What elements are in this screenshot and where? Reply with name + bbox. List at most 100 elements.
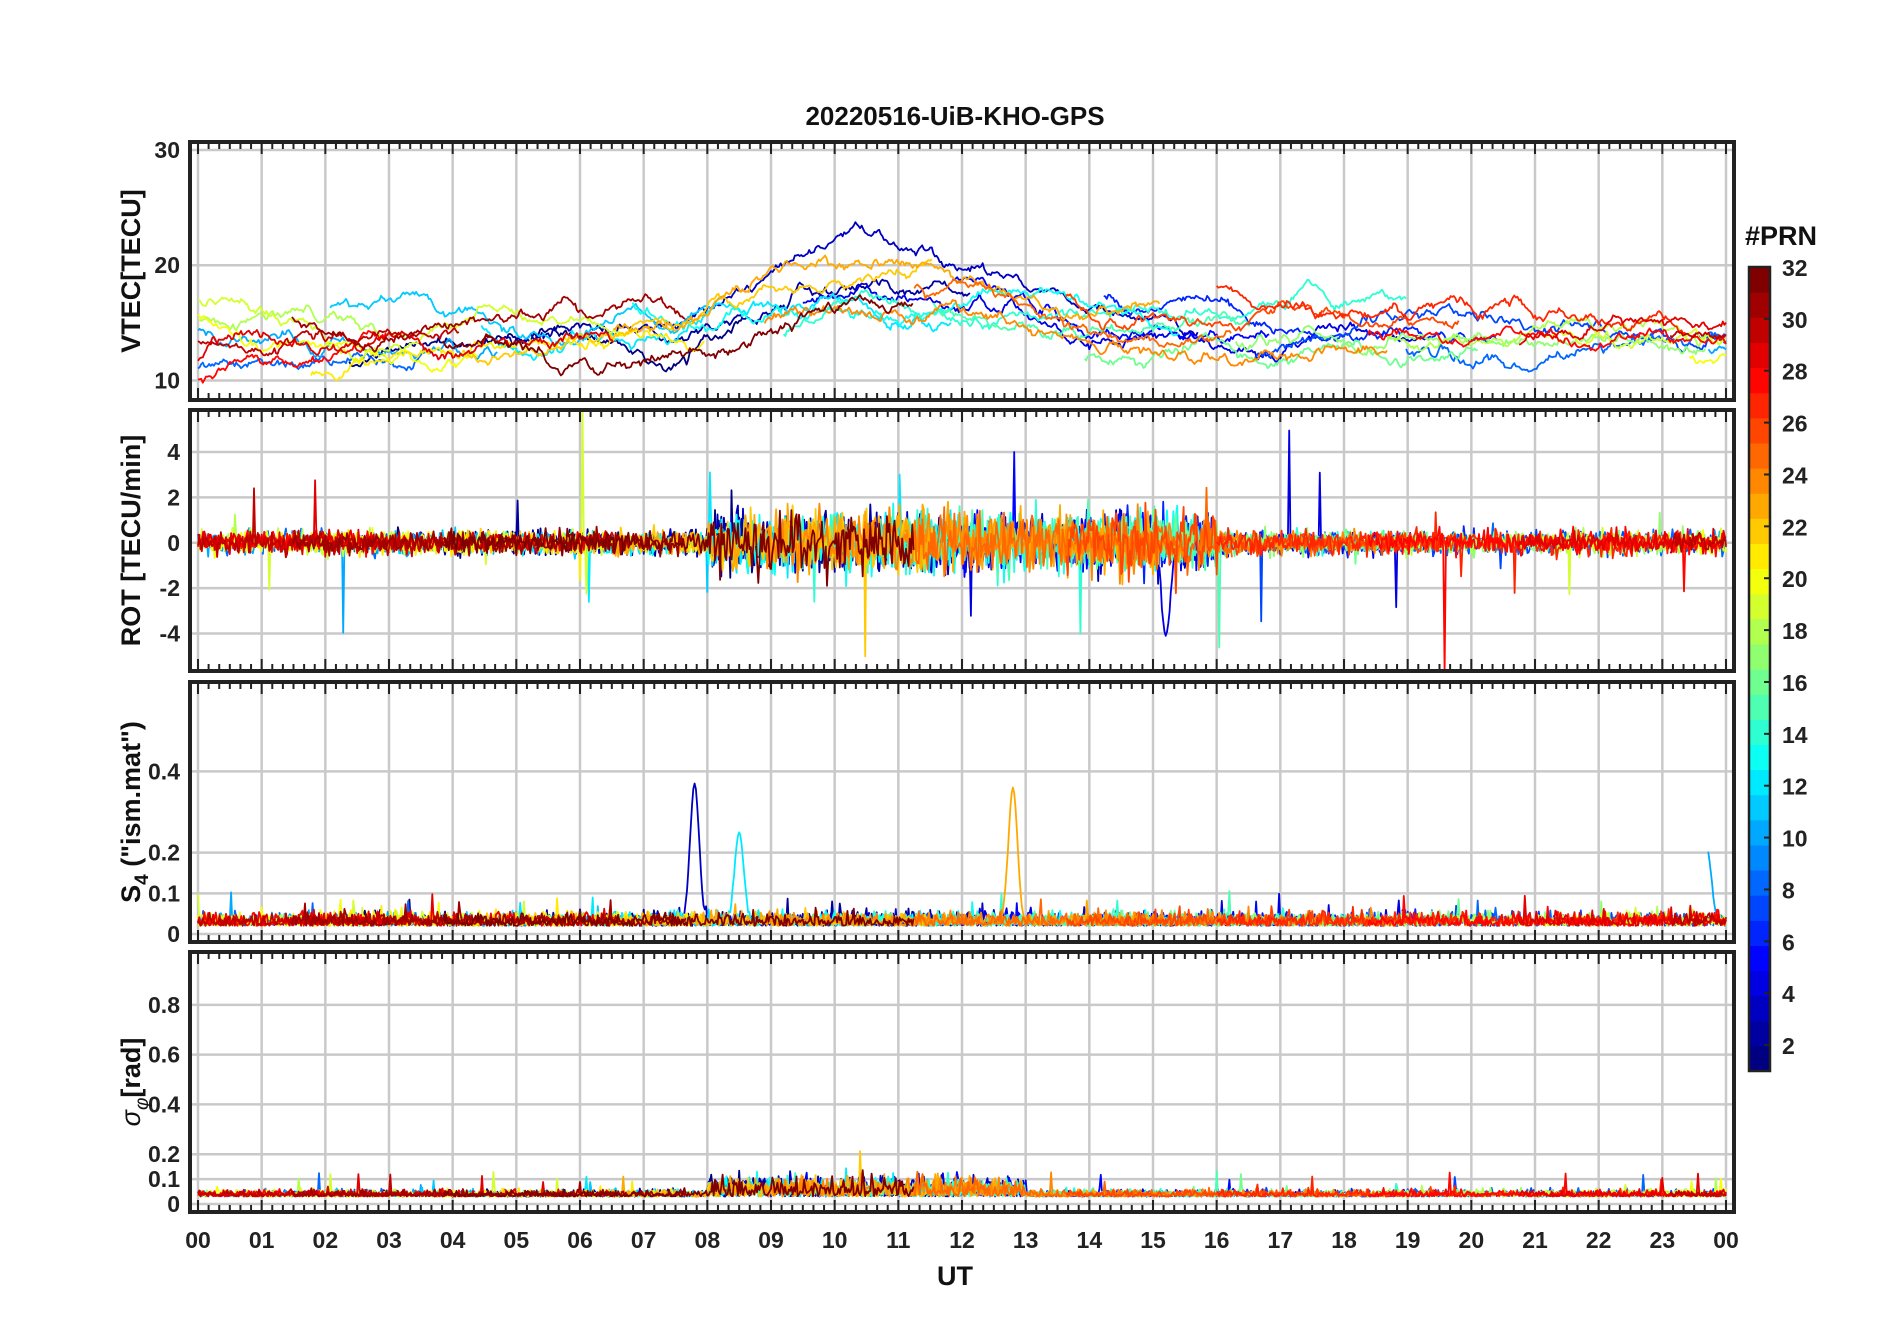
x-tick-label: 00 bbox=[185, 1227, 211, 1253]
colorbar-segment bbox=[1749, 769, 1770, 796]
colorbar-segment bbox=[1749, 518, 1770, 544]
x-tick-label: 17 bbox=[1268, 1227, 1294, 1253]
minor-ticks-s4 bbox=[197, 682, 1727, 942]
colorbar-segment bbox=[1749, 669, 1770, 695]
colorbar-tick-label: 4 bbox=[1782, 981, 1795, 1007]
traces-sigma bbox=[197, 1150, 1727, 1198]
colorbar-segment bbox=[1749, 1045, 1770, 1072]
x-tick-label: 06 bbox=[567, 1227, 593, 1253]
colorbar-segment bbox=[1749, 317, 1770, 343]
series-line-prn-14 bbox=[782, 278, 1407, 337]
x-tick-label: 10 bbox=[822, 1227, 848, 1253]
colorbar-tick-label: 32 bbox=[1782, 255, 1808, 281]
colorbar-segment bbox=[1749, 292, 1770, 318]
x-tick-label: 16 bbox=[1204, 1227, 1230, 1253]
panel-vtec: 10 20 30 VTEC[TECU] bbox=[116, 137, 1736, 402]
series-line-prn-18 bbox=[197, 304, 406, 341]
y-tick-label: 0 bbox=[167, 921, 180, 947]
series-line-prn-30 bbox=[1669, 911, 1727, 927]
x-tick-label: 08 bbox=[695, 1227, 721, 1253]
series-line-prn-19 bbox=[1537, 328, 1727, 350]
x-tick-label: 04 bbox=[440, 1227, 466, 1253]
colorbar-segment bbox=[1749, 1020, 1770, 1047]
colorbar-tick-label: 24 bbox=[1782, 462, 1808, 488]
colorbar-segment bbox=[1749, 844, 1770, 871]
traces-rot bbox=[197, 410, 1727, 671]
series-line-prn-25 bbox=[913, 279, 1232, 348]
series-line-prn-30 bbox=[197, 911, 460, 927]
x-tick-label: 03 bbox=[376, 1227, 402, 1253]
y-tick-label: 0.1 bbox=[148, 1166, 180, 1192]
colorbar-tick-label: 30 bbox=[1782, 307, 1808, 333]
colorbar-segment bbox=[1749, 392, 1770, 419]
series-line-prn-30 bbox=[1669, 531, 1727, 554]
colorbar-tick-label: 16 bbox=[1782, 670, 1808, 696]
colorbar-tick-label: 8 bbox=[1782, 877, 1795, 903]
y-tick-label: 0.4 bbox=[148, 1091, 180, 1117]
colorbar-tick-label: 20 bbox=[1782, 566, 1808, 592]
colorbar-segment bbox=[1749, 643, 1770, 670]
colorbar-segment bbox=[1749, 267, 1770, 293]
panel-rot: -4 -2 0 2 4 ROT [TECU/min] bbox=[116, 408, 1736, 673]
colorbar-label: #PRN bbox=[1745, 221, 1817, 251]
x-tick-label: 02 bbox=[313, 1227, 339, 1253]
x-tick-label: 19 bbox=[1395, 1227, 1421, 1253]
y-tick-label: -2 bbox=[160, 575, 180, 601]
colorbar-tick-label: 26 bbox=[1782, 411, 1808, 437]
series-line-prn-23 bbox=[612, 254, 1161, 333]
minor-ticks-sigma bbox=[197, 952, 1727, 1212]
x-tick-label: 12 bbox=[949, 1227, 975, 1253]
colorbar-segment bbox=[1749, 342, 1770, 369]
series-line-prn-32 bbox=[442, 906, 915, 927]
colorbar-segment bbox=[1749, 618, 1770, 645]
y-tick-label: 0.2 bbox=[148, 1141, 180, 1167]
panel-sigma: 00.10.2 0.4 0.6 0.8 σφ[rad] 00 01 02 03 04 05 06 07 0… bbox=[116, 950, 1739, 1253]
series-line-prn-30 bbox=[1669, 1189, 1727, 1198]
colorbar-segment bbox=[1749, 367, 1770, 394]
x-tick-label: 15 bbox=[1140, 1227, 1166, 1253]
x-tick-label: 05 bbox=[504, 1227, 530, 1253]
y-axis-label-vtec: VTEC[TECU] bbox=[116, 189, 146, 353]
x-tick-label: 07 bbox=[631, 1227, 657, 1253]
series-line-prn-29 bbox=[1518, 314, 1727, 346]
series-line-prn-18 bbox=[1386, 316, 1727, 352]
series-line-prn-12 bbox=[480, 292, 952, 361]
colorbar-segment bbox=[1749, 468, 1770, 494]
series-line-prn-32 bbox=[443, 509, 915, 587]
series-line-prn-28 bbox=[1367, 525, 1727, 671]
x-axis-label: UT bbox=[937, 1261, 973, 1291]
y-axis-label-sigma: σφ[rad] bbox=[116, 1038, 153, 1127]
series-line-prn-22 bbox=[461, 258, 933, 366]
y-tick-label: 0 bbox=[167, 530, 180, 556]
series-line-prn-24 bbox=[763, 299, 1388, 367]
colorbar-segment bbox=[1749, 995, 1770, 1022]
series-line-prn-28 bbox=[1367, 895, 1727, 927]
colorbar-segment bbox=[1749, 920, 1770, 946]
y-tick-label: 0 bbox=[167, 1191, 180, 1217]
y-tick-label: 0.4 bbox=[148, 758, 180, 784]
colorbar-tick-label: 18 bbox=[1782, 618, 1808, 644]
series-line-prn-20 bbox=[1688, 353, 1727, 365]
x-tick-label: 00 bbox=[1713, 1227, 1739, 1253]
x-tick-label: 09 bbox=[758, 1227, 784, 1253]
series-line-prn-32 bbox=[442, 1169, 915, 1198]
x-tick-label: 22 bbox=[1586, 1227, 1612, 1253]
colorbar-tick-label: 22 bbox=[1782, 514, 1808, 540]
series-line-prn-31 bbox=[291, 293, 686, 353]
colorbar-tick-label: 6 bbox=[1782, 929, 1795, 955]
y-axis-label-rot: ROT [TECU/min] bbox=[116, 435, 146, 646]
colorbar-segment bbox=[1749, 442, 1770, 469]
y-tick-label: 4 bbox=[167, 439, 180, 465]
traces-s4 bbox=[197, 782, 1727, 927]
series-line-prn-20 bbox=[197, 314, 479, 373]
x-tick-label: 13 bbox=[1013, 1227, 1039, 1253]
colorbar-segment bbox=[1749, 694, 1770, 720]
y-tick-label: 10 bbox=[154, 367, 180, 393]
x-tick-label: 20 bbox=[1459, 1227, 1485, 1253]
colorbar-tick-label: 28 bbox=[1782, 359, 1808, 385]
colorbar-segment bbox=[1749, 543, 1770, 570]
minor-ticks-rot bbox=[197, 410, 1727, 671]
colorbar-segment bbox=[1749, 945, 1770, 972]
